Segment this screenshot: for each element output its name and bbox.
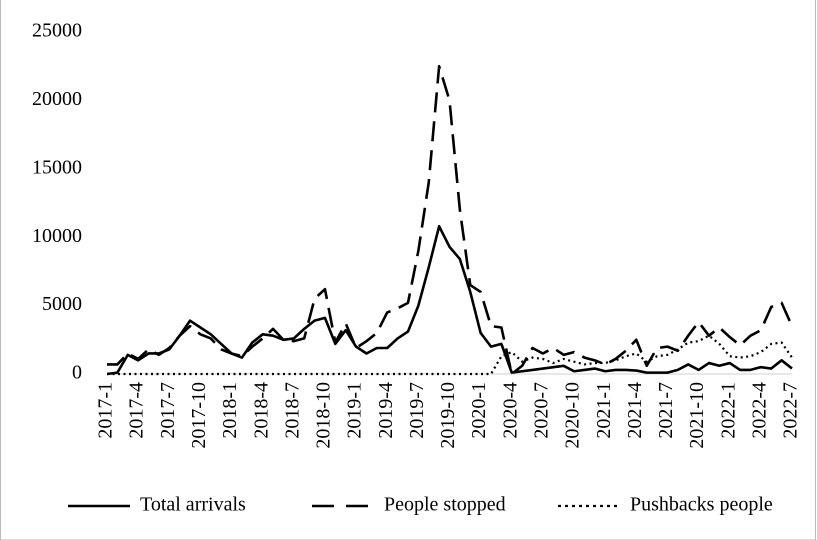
x-tick-label: 2022-7 xyxy=(780,382,802,439)
x-tick-label: 2017-7 xyxy=(157,382,179,439)
x-tick-label: 2019-7 xyxy=(406,382,428,439)
x-tick-label: 2020-7 xyxy=(531,382,553,439)
x-tick-label: 2018-10 xyxy=(313,382,335,449)
y-tick-label: 25000 xyxy=(32,20,82,42)
x-tick-label: 2018-7 xyxy=(281,382,303,439)
x-tick-label: 2021-1 xyxy=(593,382,615,439)
series-line xyxy=(107,64,794,376)
legend-label: Total arrivals xyxy=(140,494,246,516)
x-tick-label: 2021-10 xyxy=(686,382,708,449)
x-tick-label: 2020-4 xyxy=(499,382,521,439)
y-tick-label: 5000 xyxy=(42,293,82,315)
x-tick-label: 2020-10 xyxy=(562,382,584,449)
x-tick-label: 2020-1 xyxy=(468,382,490,439)
series-line xyxy=(107,334,793,376)
x-tick-label: 2018-1 xyxy=(219,382,241,439)
x-tick-label: 2019-10 xyxy=(437,382,459,449)
x-tick-label: 2022-4 xyxy=(748,382,770,439)
legend-label: Pushbacks people xyxy=(630,494,773,516)
y-tick-label: 10000 xyxy=(32,225,82,247)
x-tick-label: 2022-1 xyxy=(717,382,739,439)
y-tick-label: 15000 xyxy=(32,156,82,178)
x-tick-label: 2019-1 xyxy=(344,382,366,439)
y-tick-label: 0 xyxy=(72,362,82,384)
series-line xyxy=(106,224,793,376)
x-tick-label: 2017-10 xyxy=(188,382,210,449)
y-tick-label: 20000 xyxy=(32,88,82,110)
x-tick-label: 2021-7 xyxy=(655,382,677,439)
x-tick-label: 2021-4 xyxy=(624,382,646,439)
x-tick-label: 2018-4 xyxy=(250,382,272,439)
x-tick-label: 2017-4 xyxy=(126,382,148,439)
x-tick-label: 2017-1 xyxy=(95,382,117,439)
legend-label: People stopped xyxy=(384,494,506,516)
x-tick-label: 2019-4 xyxy=(375,382,397,439)
